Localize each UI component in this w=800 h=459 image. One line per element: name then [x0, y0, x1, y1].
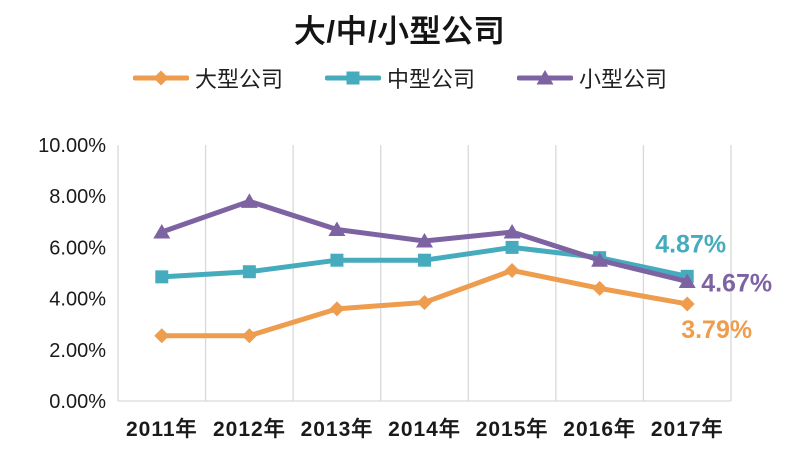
y-axis-tick-label: 6.00% — [49, 237, 106, 259]
square-marker — [155, 270, 169, 284]
legend-item-small-company: 小型公司 — [516, 62, 668, 94]
triangle-marker — [328, 221, 346, 236]
triangle-marker — [153, 224, 171, 239]
diamond-marker — [329, 301, 345, 317]
y-axis-tick-label: 4.00% — [49, 289, 106, 311]
square-line-marker-icon — [324, 68, 382, 88]
chart-title: 大/中/小型公司 — [294, 14, 506, 49]
series-end-value-label: 4.87% — [655, 230, 726, 258]
series-end-value-label: 3.79% — [681, 316, 752, 344]
square-marker — [242, 265, 256, 279]
triangle-up-glyph — [516, 70, 574, 85]
legend-label-small-company: 小型公司 — [579, 67, 668, 92]
square-marker — [330, 253, 344, 267]
square-marker — [418, 253, 431, 267]
diamond-marker — [679, 296, 695, 312]
diamond-marker — [241, 328, 257, 344]
x-axis-category-label: 2011年 — [126, 417, 198, 441]
legend-label-large-company: 大型公司 — [194, 67, 283, 92]
x-axis-category-label: 2014年 — [388, 417, 461, 441]
x-axis-category-label: 2017年 — [651, 417, 724, 441]
diamond-marker — [154, 328, 170, 344]
triangle-line-marker-icon — [516, 68, 574, 88]
y-axis-tick-label: 10.00% — [38, 135, 106, 157]
legend-label-medium-company: 中型公司 — [386, 67, 475, 92]
triangle-marker — [678, 273, 696, 288]
x-axis-category-label: 2016年 — [563, 417, 636, 441]
series-end-value-label: 4.67% — [701, 269, 772, 297]
y-axis-tick-label: 8.00% — [49, 186, 106, 208]
legend-item-large-company: 大型公司 — [132, 62, 283, 94]
legend-item-medium-company: 中型公司 — [324, 62, 475, 94]
diamond-marker — [592, 280, 608, 296]
triangle-marker — [240, 193, 258, 208]
triangle-marker — [416, 233, 433, 248]
y-axis-tick-label: 0.00% — [49, 391, 106, 413]
diamond-glyph — [132, 70, 190, 86]
diamond-line-marker-icon — [132, 68, 190, 88]
triangle-marker — [503, 224, 521, 239]
chart-legend: 大型公司 中型公司 小型公司 — [0, 62, 800, 94]
y-axis-tick-label: 2.00% — [49, 340, 106, 362]
x-axis-category-label: 2015年 — [476, 417, 549, 441]
square-glyph — [324, 71, 382, 85]
diamond-marker — [504, 262, 520, 278]
x-axis-category-label: 2013年 — [301, 417, 374, 441]
x-axis-category-label: 2012年 — [213, 417, 286, 441]
square-marker — [505, 240, 519, 254]
diamond-marker — [417, 294, 432, 310]
triangle-marker — [591, 252, 609, 267]
